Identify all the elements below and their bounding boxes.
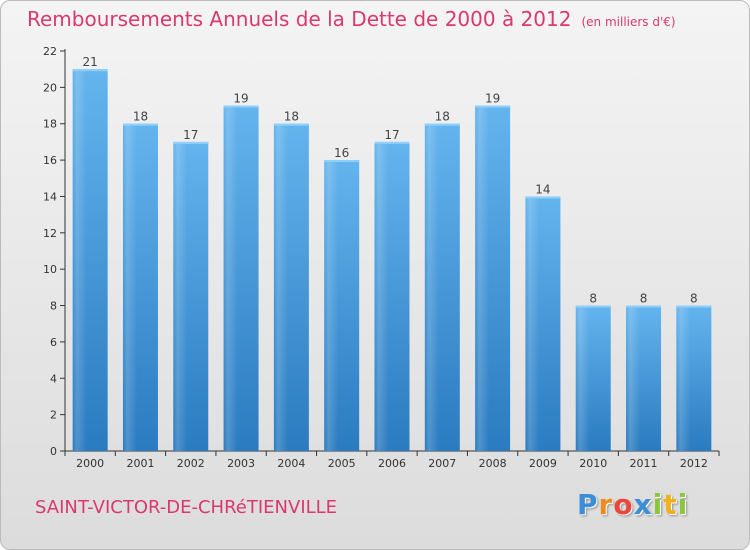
- bar-highlight: [223, 105, 259, 451]
- bar-highlight: [273, 123, 309, 452]
- y-tick-label: 20: [43, 81, 57, 94]
- x-tick-label: 2011: [630, 457, 658, 470]
- brand-letter: r: [598, 488, 614, 521]
- x-tick-label: 2004: [277, 457, 305, 470]
- data-label: 18: [284, 110, 299, 124]
- bar-highlight: [72, 69, 108, 451]
- data-label: 8: [589, 292, 597, 306]
- data-label: 19: [233, 92, 248, 106]
- y-tick-label: 10: [43, 263, 57, 276]
- bar-highlight: [676, 305, 712, 451]
- data-label: 8: [640, 292, 648, 306]
- y-tick-label: 18: [43, 118, 57, 131]
- bar-highlight: [122, 123, 158, 452]
- bar-top-edge: [626, 305, 662, 308]
- x-tick-label: 2012: [680, 457, 708, 470]
- x-tick-label: 2002: [177, 457, 205, 470]
- x-tick-label: 2007: [428, 457, 456, 470]
- bar-top-edge: [173, 141, 209, 144]
- x-tick-label: 2006: [378, 457, 406, 470]
- y-tick-label: 22: [43, 45, 57, 58]
- bar-top-edge: [525, 196, 561, 199]
- y-tick-label: 8: [50, 300, 57, 313]
- brand-letter: i: [677, 488, 689, 521]
- y-tick-label: 6: [50, 336, 57, 349]
- bar-top-edge: [424, 123, 460, 126]
- x-tick-label: 2010: [579, 457, 607, 470]
- bar-top-edge: [72, 69, 108, 72]
- bar-highlight: [324, 160, 360, 451]
- x-tick-label: 2003: [227, 457, 255, 470]
- chart-title: Remboursements Annuels de la Dette de 20…: [27, 7, 676, 31]
- bar-top-edge: [475, 105, 511, 108]
- bar-highlight: [173, 141, 209, 451]
- data-label: 18: [133, 110, 148, 124]
- brand-letter: i: [652, 488, 664, 521]
- y-tick-label: 2: [50, 409, 57, 422]
- y-tick-label: 4: [50, 372, 57, 385]
- y-tick-label: 12: [43, 227, 57, 240]
- bar-highlight: [575, 305, 611, 451]
- x-tick-label: 2001: [126, 457, 154, 470]
- x-tick-label: 2000: [76, 457, 104, 470]
- bars: [72, 69, 712, 452]
- bar-top-edge: [273, 123, 309, 126]
- bar-top-edge: [676, 305, 712, 308]
- bar-top-edge: [374, 141, 410, 144]
- brand-letter: o: [613, 488, 634, 521]
- bar-top-edge: [324, 160, 360, 163]
- y-tick-label: 16: [43, 154, 57, 167]
- data-label: 21: [83, 55, 98, 69]
- y-tick-label: 14: [43, 190, 57, 203]
- unit-note: (en milliers d'€): [581, 15, 676, 29]
- commune-name: SAINT-VICTOR-DE-CHRéTIENVILLE: [35, 497, 338, 518]
- data-label: 16: [334, 146, 349, 160]
- data-label: 17: [183, 128, 198, 142]
- data-label: 17: [384, 128, 399, 142]
- brand-letter: t: [663, 488, 678, 521]
- bar-highlight: [475, 105, 511, 451]
- chart-title-text: Remboursements Annuels de la Dette de 20…: [27, 7, 572, 31]
- bar-top-edge: [122, 123, 158, 126]
- bar-top-edge: [223, 105, 259, 108]
- data-label: 14: [535, 182, 550, 196]
- brand-letter: x: [633, 488, 653, 521]
- labels: 2000 21 2001 18 2002 17 2003 19 2004 18 2005 16 2006…: [76, 55, 708, 470]
- data-label: 8: [690, 292, 698, 306]
- bar-highlight: [525, 196, 561, 451]
- bar-highlight: [374, 141, 410, 451]
- bar-highlight: [424, 123, 460, 452]
- bar-top-edge: [575, 305, 611, 308]
- x-tick-label: 2008: [479, 457, 507, 470]
- x-tick-label: 2009: [529, 457, 557, 470]
- x-tick-label: 2005: [328, 457, 356, 470]
- brand-letter: P: [577, 488, 599, 521]
- y-tick-label: 0: [50, 445, 57, 458]
- data-label: 18: [435, 110, 450, 124]
- data-label: 19: [485, 92, 500, 106]
- bar-highlight: [626, 305, 662, 451]
- brand-logo: Proxiti: [577, 488, 688, 521]
